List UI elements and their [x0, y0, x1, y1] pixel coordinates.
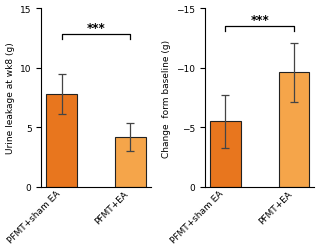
Bar: [279, 73, 309, 187]
Bar: [115, 137, 146, 187]
Bar: [210, 122, 241, 187]
Text: ***: ***: [250, 14, 269, 27]
Text: ***: ***: [87, 22, 105, 35]
Bar: [46, 94, 77, 187]
Y-axis label: Change  form baseline (g): Change form baseline (g): [162, 39, 171, 157]
Y-axis label: Urine leakage at wk8 (g): Urine leakage at wk8 (g): [5, 42, 14, 154]
